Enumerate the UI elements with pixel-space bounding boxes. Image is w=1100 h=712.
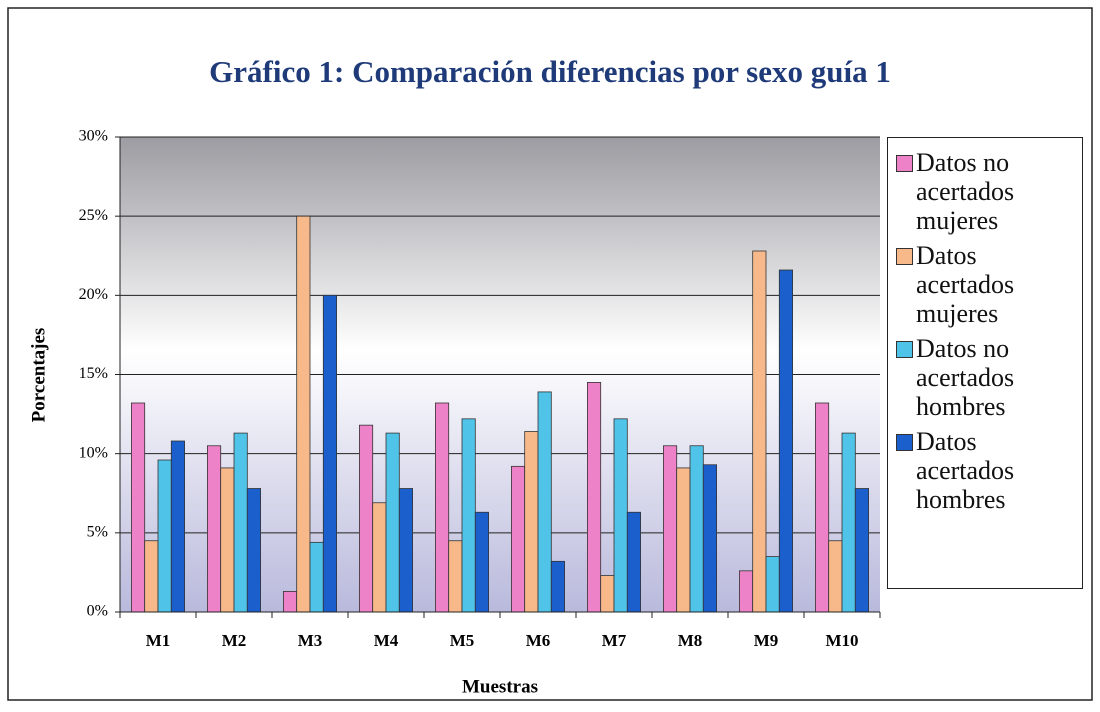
bar [524,431,539,613]
bar [398,488,413,613]
legend-label: Datos no acertados hombres [916,334,1015,421]
x-tick-label: M10 [825,631,858,650]
bar [461,418,476,613]
bar [233,432,248,613]
x-tick-label: M9 [754,631,779,650]
chart-title: Gráfico 1: Comparación diferencias por s… [209,54,891,89]
bar [130,402,146,613]
x-tick-label: M3 [298,631,323,650]
y-tick-label: 5% [87,524,108,541]
bar [613,418,628,613]
bar [322,294,337,613]
bar [372,502,387,613]
y-tick-label: 20% [79,286,108,303]
bar [144,540,159,613]
bar [282,591,298,613]
bar [854,488,869,613]
bar [663,445,678,613]
bar [220,467,235,613]
bar [550,560,565,613]
bar [510,465,526,613]
legend-item: Datos no acertados mujeres [896,148,1076,235]
bar [587,382,602,613]
legend-label: Datos acertados mujeres [916,241,1015,328]
y-axis-title: Porcentajes [28,328,49,423]
legend-swatch [896,155,913,172]
bar [815,402,830,613]
y-tick-label: 10% [79,444,108,461]
bar [206,445,222,613]
bar [537,391,552,613]
bar [765,556,780,613]
x-tick-label: M8 [678,631,703,650]
bar [474,511,489,613]
legend-label: Datos acertados hombres [916,427,1015,514]
legend-label: Datos no acertados mujeres [916,148,1015,235]
bar [434,402,450,613]
bar [739,570,754,613]
bar [170,440,186,613]
bar [828,540,843,613]
legend-item: Datos no acertados hombres [896,334,1076,421]
x-tick-label: M2 [222,631,247,650]
bar [448,540,463,613]
x-tick-label: M5 [450,631,475,650]
bar [385,432,400,613]
bar [778,269,793,613]
x-tick-label: M1 [146,631,171,650]
legend-item: Datos acertados mujeres [896,241,1076,328]
bar [358,424,374,613]
x-tick-label: M6 [526,631,551,650]
bar [600,575,615,613]
x-tick-label: M4 [374,631,399,650]
y-tick-label: 25% [79,207,108,224]
legend-swatch [896,248,913,265]
bar [157,459,172,613]
y-tick-label: 30% [79,128,108,145]
bar [626,511,641,613]
legend: Datos no acertados mujeres Datos acertado… [887,137,1083,589]
x-tick-label: M7 [602,631,627,650]
legend-item: Datos acertados hombres [896,427,1076,514]
y-tick-label: 15% [79,365,108,382]
bar [676,467,691,613]
legend-swatch [896,434,913,451]
bar [689,445,704,613]
bar [246,488,262,613]
bar [296,215,311,613]
x-axis-title: Muestras [462,676,538,697]
bar [309,541,324,613]
legend-swatch [896,341,913,358]
bar [702,464,717,613]
bar [752,250,767,613]
y-tick-label: 0% [87,603,108,620]
bar [841,432,856,613]
